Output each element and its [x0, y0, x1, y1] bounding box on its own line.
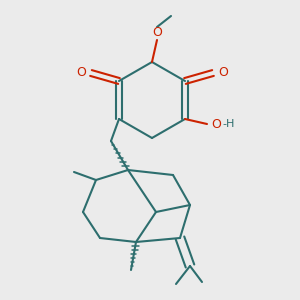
Text: O: O [152, 26, 162, 38]
Text: O: O [211, 118, 221, 130]
Text: O: O [218, 67, 228, 80]
Text: -H: -H [223, 119, 235, 129]
Text: O: O [76, 67, 86, 80]
